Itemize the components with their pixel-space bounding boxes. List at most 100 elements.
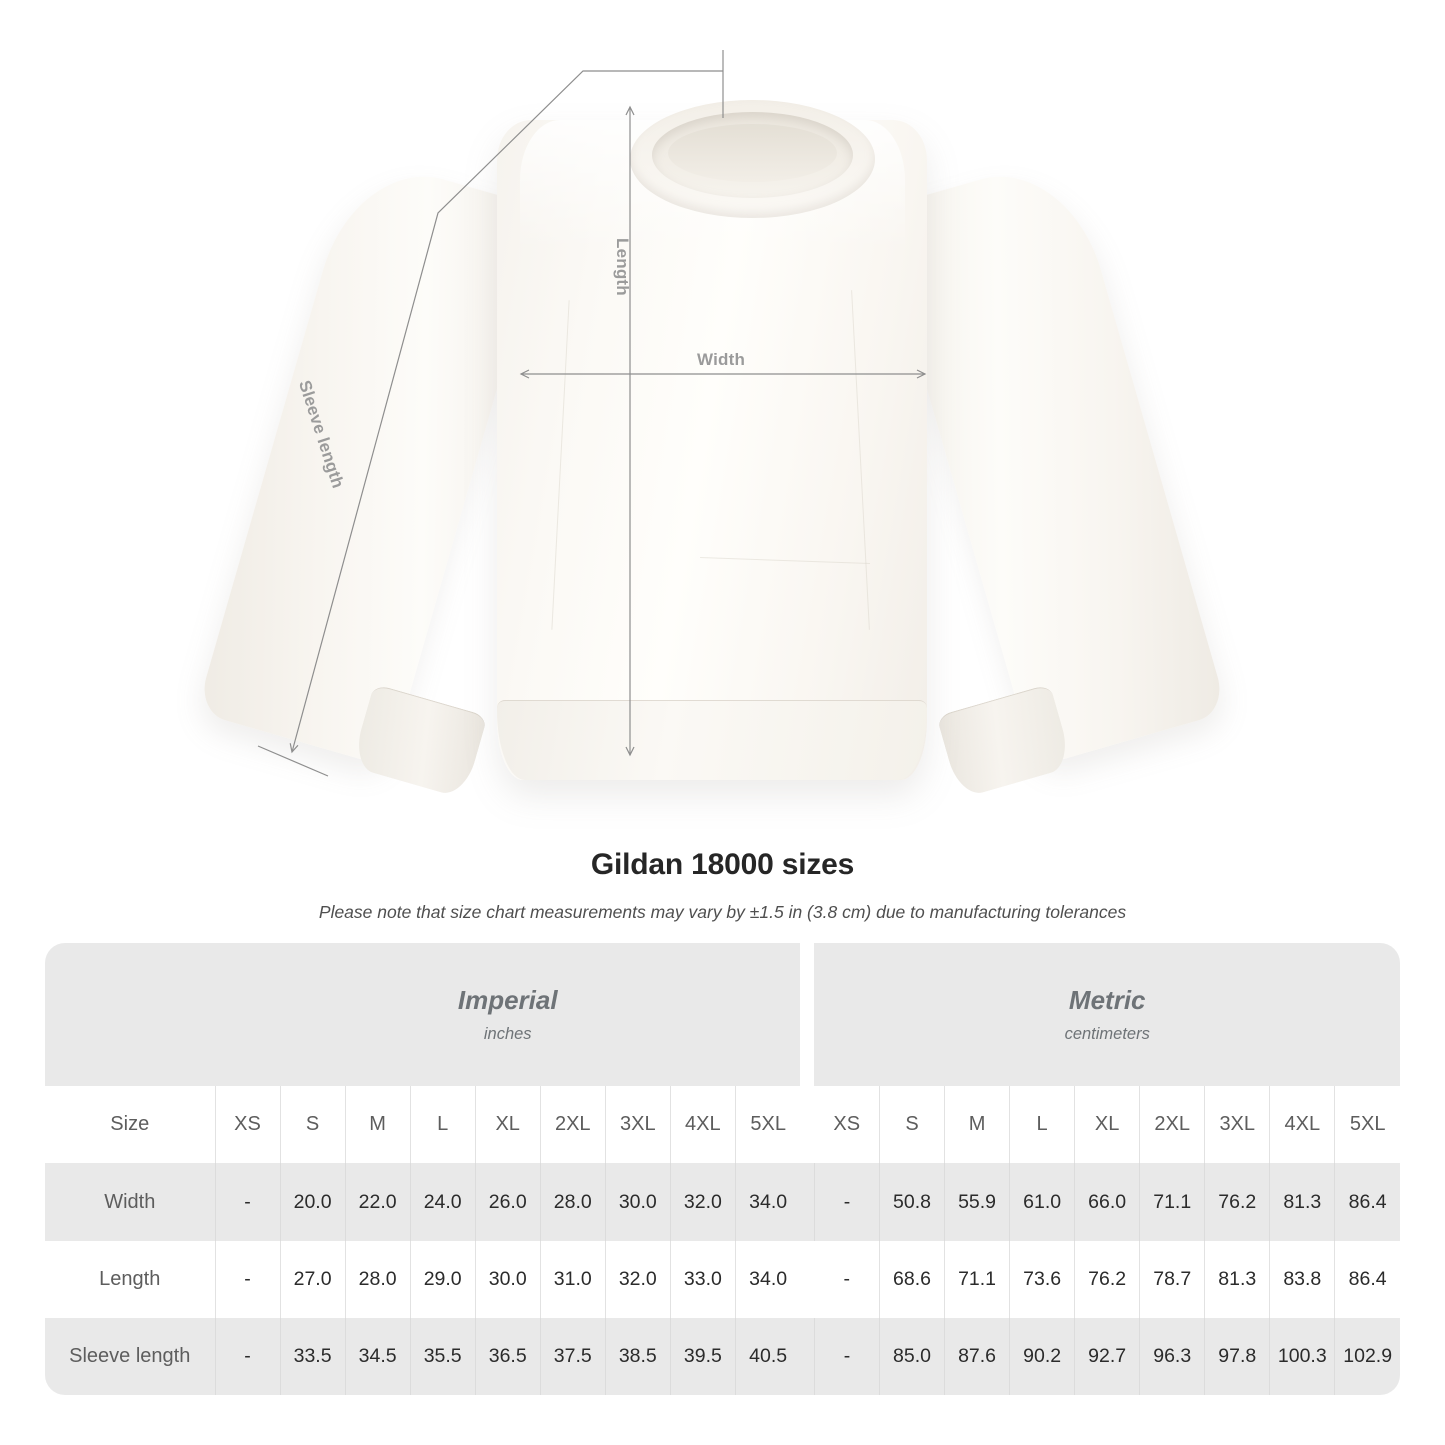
unit-name: Imperial: [457, 984, 558, 1015]
table-cell: 83.8: [1269, 1240, 1335, 1318]
size-column-header: XS: [214, 1086, 281, 1164]
sweatshirt-left-cuff: [350, 683, 488, 799]
table-cell: 32.0: [604, 1240, 671, 1318]
size-column-header: 2XL: [1139, 1086, 1205, 1164]
length-label: Length: [613, 238, 632, 296]
size-column-header: 4XL: [669, 1086, 736, 1164]
size-column-header: S: [878, 1086, 945, 1164]
table-cell: 39.5: [669, 1317, 736, 1395]
table-cell: 34.5: [344, 1317, 411, 1395]
row-label: Length: [45, 1240, 215, 1318]
table-cell: 102.9: [1334, 1317, 1400, 1395]
size-column-header: M: [944, 1086, 1010, 1164]
table-cell: -: [214, 1317, 281, 1395]
size-column-header: 5XL: [1334, 1086, 1400, 1164]
table-cell: 30.0: [604, 1163, 671, 1241]
table-cell: 36.5: [474, 1317, 541, 1395]
row-label: Width: [45, 1163, 215, 1241]
table-cell: 66.0: [1074, 1163, 1140, 1241]
table-cell: 76.2: [1204, 1163, 1270, 1241]
table-cell: -: [813, 1163, 880, 1241]
size-column-header: 2XL: [539, 1086, 606, 1164]
table-cell: 85.0: [878, 1317, 945, 1395]
unit-subtitle: centimeters: [1064, 1024, 1150, 1043]
table-cell: 78.7: [1139, 1240, 1205, 1318]
sweatshirt-right-sleeve: [875, 154, 1228, 768]
unit-header-metric: Metric centimeters: [814, 943, 1400, 1087]
table-cell: 26.0: [474, 1163, 541, 1241]
section-gutter: [800, 1086, 815, 1164]
table-cell: 81.3: [1204, 1240, 1270, 1318]
table-cell: 31.0: [539, 1240, 606, 1318]
table-cell: 32.0: [669, 1163, 736, 1241]
table-cell: 40.5: [734, 1317, 801, 1395]
table-cell: 81.3: [1269, 1163, 1335, 1241]
table-cell: 33.5: [279, 1317, 346, 1395]
unit-subtitle: inches: [483, 1024, 532, 1043]
page-title: Gildan 18000 sizes: [590, 848, 855, 881]
size-column-header: XL: [1074, 1086, 1140, 1164]
table-cell: 28.0: [344, 1240, 411, 1318]
table-cell: 96.3: [1139, 1317, 1205, 1395]
table-cell: 55.9: [944, 1163, 1010, 1241]
size-column-header: S: [279, 1086, 346, 1164]
table-cell: 34.0: [734, 1240, 801, 1318]
unit-header-spacer: [45, 943, 215, 1087]
size-column-header: 4XL: [1269, 1086, 1335, 1164]
table-cell: 92.7: [1074, 1317, 1140, 1395]
unit-header-imperial: Imperial inches: [215, 943, 801, 1087]
unit-header-row: Imperial inches Metric centimeters: [45, 943, 1400, 1087]
size-column-header: 3XL: [1204, 1086, 1270, 1164]
table-cell: -: [214, 1240, 281, 1318]
table-cell: 100.3: [1269, 1317, 1335, 1395]
table-cell: 73.6: [1009, 1240, 1075, 1318]
table-cell: 28.0: [539, 1163, 606, 1241]
table-cell: 30.0: [474, 1240, 541, 1318]
size-column-header: 3XL: [604, 1086, 671, 1164]
unit-name: Metric: [1068, 984, 1146, 1015]
table-cell: 24.0: [409, 1163, 476, 1241]
table-row: Sleeve length -33.5 34.5 35.5 36.5 37.5 38.5 39…: [45, 1317, 1400, 1395]
table-cell: 86.4: [1334, 1163, 1400, 1241]
size-column-header: 5XL: [734, 1086, 801, 1164]
sweatshirt-left-sleeve: [196, 154, 549, 768]
table-cell: -: [813, 1317, 880, 1395]
table-cell: 87.6: [944, 1317, 1010, 1395]
table-cell: 27.0: [279, 1240, 346, 1318]
table-cell: 97.8: [1204, 1317, 1270, 1395]
size-chart-table: Imperial inches Metric centimeters Size XS S M L…: [45, 943, 1400, 1395]
tolerance-note: Please note that size chart measurements…: [318, 902, 1127, 922]
chart-title-block: Gildan 18000 sizes Please note that size…: [0, 848, 1445, 923]
table-cell: 68.6: [878, 1240, 945, 1318]
product-diagram: Length Width Sleeve length: [196, 50, 1228, 799]
size-header-row: Size XS S M L XL 2XL 3XL 4XL 5XL XS S M L XL 2XL 3XL 4XL 5…: [45, 1086, 1400, 1164]
table-cell: -: [214, 1163, 281, 1241]
table-cell: -: [814, 1240, 880, 1318]
size-column-header: M: [344, 1086, 411, 1164]
section-gutter: [800, 1163, 815, 1241]
size-chart-table-container: Imperial inches Metric centimeters Size XS S M L…: [45, 943, 1400, 1395]
table-cell: 71.1: [1139, 1163, 1205, 1241]
cuff-reference-tick: [257, 745, 329, 777]
table-cell: 71.1: [944, 1240, 1010, 1318]
table-cell: 90.2: [1009, 1317, 1075, 1395]
table-cell: 50.8: [878, 1163, 945, 1241]
table-row: Length -27.0 28.0 29.0 30.0 31.0 32.0 33.0 34.0-…: [45, 1240, 1400, 1318]
size-column-header: XL: [474, 1086, 541, 1164]
section-gutter: [800, 943, 814, 1086]
table-cell: 86.4: [1334, 1240, 1400, 1318]
row-label: Size: [45, 1086, 215, 1164]
table-cell: 20.0: [279, 1163, 346, 1241]
table-row: Width -20.0 22.0 24.0 26.0 28.0 30.0 32.0 34.0-5…: [45, 1163, 1400, 1241]
row-label: Sleeve length: [45, 1317, 215, 1395]
size-column-header: XS: [814, 1086, 880, 1164]
table-cell: 76.2: [1074, 1240, 1140, 1318]
table-cell: 29.0: [409, 1240, 476, 1318]
sweatshirt-hem: [497, 700, 927, 780]
table-cell: 37.5: [539, 1317, 606, 1395]
table-cell: 34.0: [734, 1163, 801, 1241]
table-cell: 38.5: [604, 1317, 671, 1395]
table-cell: 35.5: [409, 1317, 476, 1395]
table-cell: 22.0: [344, 1163, 411, 1241]
section-gutter: [800, 1240, 815, 1318]
